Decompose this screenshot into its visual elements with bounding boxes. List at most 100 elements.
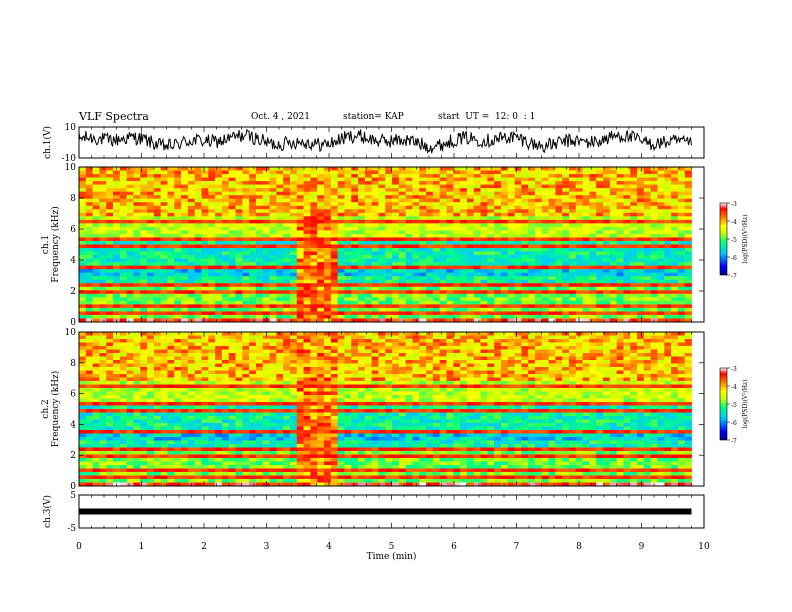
spectrogram-cell bbox=[147, 307, 155, 312]
spectrogram-cell bbox=[119, 293, 128, 298]
spectrogram-cell bbox=[684, 304, 692, 309]
spectrogram-cell bbox=[296, 276, 304, 281]
spectrogram-cell bbox=[92, 360, 100, 364]
spectrogram-cell bbox=[507, 167, 515, 171]
spectrogram-cell bbox=[677, 265, 686, 270]
spectrogram-cell bbox=[106, 293, 114, 298]
spectrogram-cell bbox=[657, 318, 665, 323]
spectrogram-cell bbox=[174, 184, 182, 189]
spectrogram-cell bbox=[344, 286, 352, 291]
spectrogram-cell bbox=[310, 233, 318, 238]
spectrogram-cell bbox=[99, 258, 107, 263]
spectrogram-cell bbox=[419, 272, 427, 277]
spectrogram-cell bbox=[385, 276, 393, 281]
spectrogram-cell bbox=[330, 244, 339, 249]
spectrogram-cell bbox=[201, 233, 209, 238]
spectrogram-cell bbox=[262, 226, 270, 231]
spectrogram-cell bbox=[140, 279, 148, 284]
spectrogram-cell bbox=[106, 269, 114, 274]
spectrogram-cell bbox=[514, 339, 522, 343]
spectrogram-cell bbox=[126, 202, 134, 207]
spectrogram-cell bbox=[167, 339, 175, 343]
spectrogram-cell bbox=[623, 184, 631, 189]
spectrogram-cell bbox=[534, 216, 543, 221]
spectrogram-cell bbox=[541, 233, 549, 238]
spectrogram-cell bbox=[684, 209, 692, 214]
spectrogram-cell bbox=[582, 353, 590, 357]
spectrogram-cell bbox=[337, 205, 345, 210]
spectrogram-cell bbox=[650, 283, 658, 288]
spectrogram-cell bbox=[194, 170, 202, 175]
spectrogram-cell bbox=[249, 332, 257, 336]
spectrogram-cell bbox=[473, 191, 481, 196]
spectrogram-cell bbox=[432, 272, 441, 277]
spectrogram-cell bbox=[228, 202, 236, 207]
spectrogram-cell bbox=[153, 237, 162, 242]
spectrogram-cell bbox=[106, 283, 114, 288]
spectrogram-cell bbox=[392, 314, 400, 319]
spectrogram-cell bbox=[228, 286, 236, 291]
spectrogram-cell bbox=[637, 272, 645, 277]
spectrogram-cell bbox=[548, 195, 556, 200]
spectrogram-cell bbox=[473, 335, 481, 340]
spectrogram-cell bbox=[426, 265, 434, 270]
spectrogram-cell bbox=[181, 181, 189, 186]
spectrogram-cell bbox=[79, 167, 87, 171]
spectrogram-cell bbox=[235, 353, 243, 357]
spectrogram-cell bbox=[385, 297, 393, 302]
spectrogram-cell bbox=[589, 279, 597, 284]
spectrogram-cell bbox=[453, 205, 461, 210]
spectrogram-cell bbox=[119, 279, 128, 284]
spectrogram-cell bbox=[153, 230, 162, 235]
spectrogram-cell bbox=[269, 353, 277, 357]
spectrogram-cell bbox=[167, 279, 175, 284]
spectrogram-cell bbox=[541, 181, 549, 186]
spectrogram-cell bbox=[596, 198, 604, 203]
spectrogram-cell bbox=[140, 223, 148, 228]
spectrogram-cell bbox=[405, 184, 413, 189]
spectrogram-cell bbox=[453, 300, 461, 305]
spectrogram-cell bbox=[378, 181, 386, 186]
spectrogram-cell bbox=[249, 304, 257, 309]
spectrogram-cell bbox=[228, 188, 236, 193]
spectrogram-cell bbox=[446, 346, 454, 350]
spectrogram-cell bbox=[609, 230, 618, 235]
spectrogram-cell bbox=[385, 293, 393, 298]
spectrogram-cell bbox=[603, 209, 611, 214]
spectrogram-cell bbox=[630, 233, 638, 238]
spectrogram-cell bbox=[548, 251, 556, 256]
spectrogram-cell bbox=[337, 356, 345, 361]
spectrogram-cell bbox=[616, 174, 624, 178]
spectrogram-cell bbox=[487, 233, 495, 238]
spectrogram-cell bbox=[562, 248, 570, 252]
spectrogram-cell bbox=[582, 258, 590, 263]
spectrogram-cell bbox=[507, 212, 515, 217]
spectrogram-cell bbox=[242, 177, 250, 182]
spectrogram-cell bbox=[541, 251, 549, 256]
spectrogram-cell bbox=[289, 223, 298, 228]
spectrogram-cell bbox=[378, 342, 386, 347]
spectrogram-cell bbox=[548, 216, 556, 221]
spectrogram-cell bbox=[296, 262, 304, 267]
spectrogram-cell bbox=[528, 335, 536, 340]
spectrogram-cell bbox=[235, 272, 243, 277]
spectrogram-cell bbox=[351, 170, 359, 175]
spectrogram-cell bbox=[194, 202, 202, 207]
spectrogram-cell bbox=[187, 174, 196, 178]
spectrogram-cell bbox=[126, 188, 134, 193]
spectrogram-cell bbox=[358, 265, 366, 270]
spectrogram-cell bbox=[575, 311, 584, 316]
station-label: station= KAP bbox=[343, 112, 404, 122]
spectrogram-cell bbox=[344, 332, 352, 336]
spectrogram-cell bbox=[392, 198, 400, 203]
spectrogram-cell bbox=[276, 349, 284, 354]
spectrogram-cell bbox=[480, 339, 488, 343]
spectrogram-cell bbox=[609, 276, 618, 281]
spectrogram-cell bbox=[541, 198, 549, 203]
spectrogram-cell bbox=[609, 297, 618, 302]
spectrogram-cell bbox=[208, 202, 216, 207]
spectrogram-cell bbox=[113, 360, 121, 364]
spectrogram-cell bbox=[79, 279, 87, 284]
spectrogram-cell bbox=[221, 332, 230, 336]
spectrogram-cell bbox=[643, 248, 652, 252]
